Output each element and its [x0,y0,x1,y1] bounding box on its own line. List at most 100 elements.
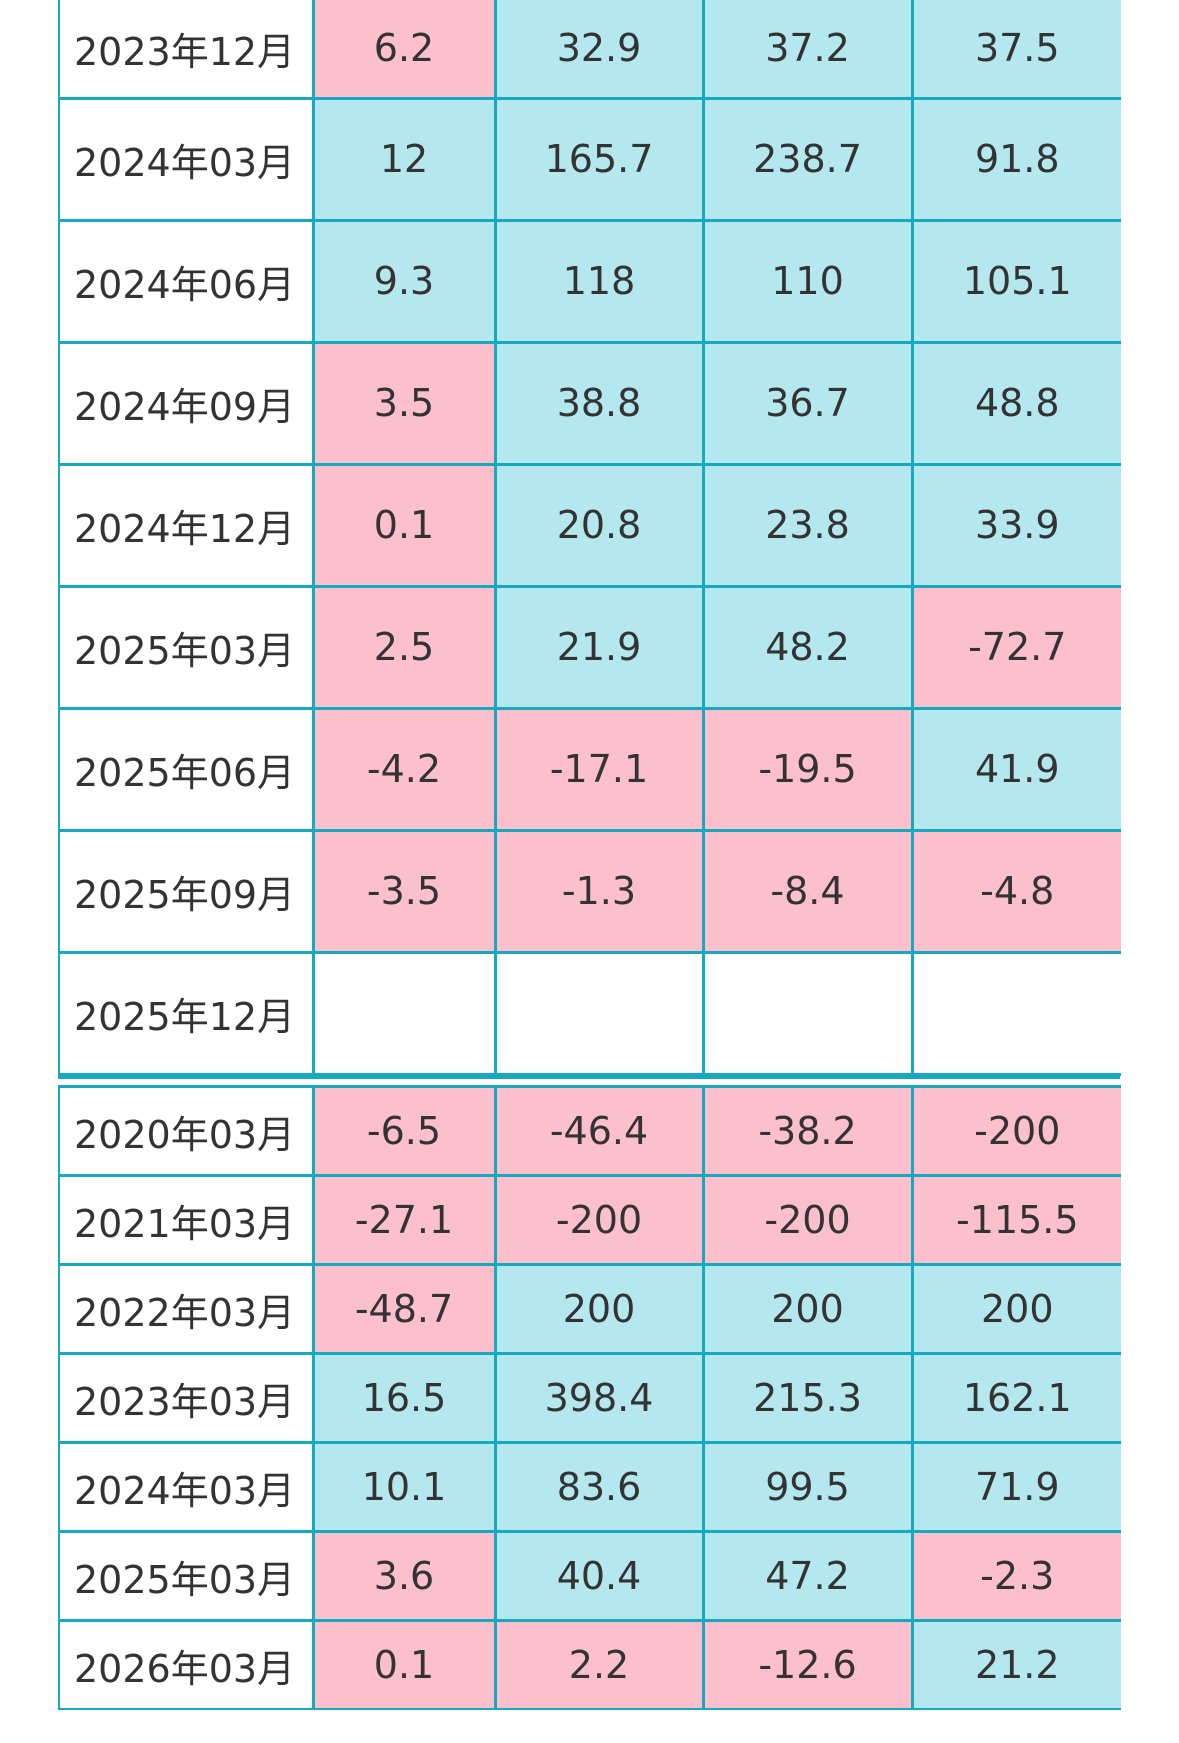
value-cell: -27.1 [311,1174,497,1266]
value-cell: 21.9 [493,584,705,710]
value-cell: 200 [493,1263,705,1355]
annual-growth-table: 2020年03月 -6.5 -46.4 -38.2 -200 2021年03月 -27.1-… [58,1085,1121,1711]
value-cell: 200 [910,1263,1121,1355]
value-cell: -8.4 [701,828,914,954]
value-cell: 118 [493,218,705,344]
quarterly-table-row: 2024年09月 3.5 38.8 36.7 48.8 [58,340,1121,466]
period-cell: 2021年03月 [58,1174,315,1266]
period-cell: 2025年12月 [58,950,315,1076]
page-bottom-space [0,1710,1179,1743]
value-cell: 2.5 [311,584,497,710]
period-cell: 2025年03月 [58,584,315,710]
value-cell: 110 [701,218,914,344]
table-gap [58,1079,1120,1085]
value-cell: -12.6 [701,1619,914,1711]
table-divider [58,1076,1120,1079]
value-cell: -200 [493,1174,705,1266]
quarterly-table-row: 2024年03月 12 165.7 238.7 91.8 [58,96,1121,222]
period-cell: 2020年03月 [58,1085,315,1177]
annual-table-grid: 2020年03月 -6.5 -46.4 -38.2 -200 2021年03月 -27.1-… [58,1085,1121,1711]
value-cell: 3.5 [311,340,497,466]
value-cell: 91.8 [910,96,1121,222]
value-cell: 0.1 [311,1619,497,1711]
value-cell: 41.9 [910,706,1121,832]
value-cell: -115.5 [910,1174,1121,1266]
value-cell: -48.7 [311,1263,497,1355]
period-cell: 2025年06月 [58,706,315,832]
quarterly-table-row: 2025年06月 -4.2 -17.1 -19.5 41.9 [58,706,1121,832]
value-cell: 47.2 [701,1530,914,1622]
value-cell: -4.8 [910,828,1121,954]
value-cell: 238.7 [701,96,914,222]
value-cell: 12 [311,96,497,222]
value-cell [701,950,914,1076]
value-cell: -38.2 [701,1085,914,1177]
value-cell: 37.2 [701,0,914,100]
period-cell: 2023年12月 [58,0,315,100]
annual-table-row: 2024年03月 10.1 83.6 99.5 71.9 [58,1441,1121,1533]
value-cell: 38.8 [493,340,705,466]
period-cell: 2024年03月 [58,1441,315,1533]
annual-table-row: 2025年03月 3.6 40.4 47.2 -2.3 [58,1530,1121,1622]
annual-table-row: 2022年03月 -48.7 200 200 200 [58,1263,1121,1355]
value-cell: 0.1 [311,462,497,588]
quarterly-table-body: 2023年12月 6.2 32.9 37.2 37.5 2024年03月 12 165.7 23… [58,0,1121,1076]
period-cell: 2024年12月 [58,462,315,588]
annual-table-row: 2020年03月 -6.5 -46.4 -38.2 -200 [58,1085,1121,1177]
value-cell: -6.5 [311,1085,497,1177]
quarterly-table-row: 2025年03月 2.5 21.9 48.2 -72.7 [58,584,1121,710]
value-cell: 16.5 [311,1352,497,1444]
quarterly-growth-table: 2023年12月 6.2 32.9 37.2 37.5 2024年03月 12 165.7 23… [58,0,1121,1076]
value-cell: -1.3 [493,828,705,954]
value-cell [910,950,1121,1076]
value-cell: -3.5 [311,828,497,954]
value-cell: 32.9 [493,0,705,100]
period-cell: 2022年03月 [58,1263,315,1355]
value-cell: 2.2 [493,1619,705,1711]
value-cell: 398.4 [493,1352,705,1444]
value-cell: -19.5 [701,706,914,832]
value-cell: 165.7 [493,96,705,222]
period-cell: 2024年09月 [58,340,315,466]
value-cell [493,950,705,1076]
value-cell: 23.8 [701,462,914,588]
quarterly-table-row: 2024年12月 0.1 20.8 23.8 33.9 [58,462,1121,588]
period-cell: 2025年03月 [58,1530,315,1622]
value-cell: 40.4 [493,1530,705,1622]
value-cell: -72.7 [910,584,1121,710]
quarterly-table-row: 2023年12月 6.2 32.9 37.2 37.5 [58,0,1121,100]
period-cell: 2024年06月 [58,218,315,344]
value-cell: 83.6 [493,1441,705,1533]
value-cell: 37.5 [910,0,1121,100]
annual-table-row: 2021年03月 -27.1 -200 -200 -115.5 [58,1174,1121,1266]
period-cell: 2024年03月 [58,96,315,222]
value-cell: 10.1 [311,1441,497,1533]
value-cell: 48.2 [701,584,914,710]
value-cell: -2.3 [910,1530,1121,1622]
value-cell: 71.9 [910,1441,1121,1533]
period-cell: 2026年03月 [58,1619,315,1711]
value-cell [311,950,497,1076]
value-cell: -46.4 [493,1085,705,1177]
quarterly-table-row: 2024年06月 9.3 118 110 105.1 [58,218,1121,344]
value-cell: 215.3 [701,1352,914,1444]
value-cell: 33.9 [910,462,1121,588]
value-cell: 99.5 [701,1441,914,1533]
quarterly-table-row: 2025年09月 -3.5 -1.3 -8.4 -4.8 [58,828,1121,954]
value-cell: 36.7 [701,340,914,466]
value-cell: 48.8 [910,340,1121,466]
period-cell: 2023年03月 [58,1352,315,1444]
value-cell: 20.8 [493,462,705,588]
value-cell: 3.6 [311,1530,497,1622]
value-cell: 21.2 [910,1619,1121,1711]
quarterly-table-row: 2025年12月 [58,950,1121,1076]
value-cell: 9.3 [311,218,497,344]
annual-table-row: 2023年03月 16.5 398.4 215.3 162.1 [58,1352,1121,1444]
value-cell: -200 [910,1085,1121,1177]
value-cell: 105.1 [910,218,1121,344]
annual-table-row: 2026年03月 0.1 2.2 -12.6 21.2 [58,1619,1121,1711]
value-cell: -17.1 [493,706,705,832]
quarterly-table-grid: 2023年12月 6.2 32.9 37.2 37.5 2024年03月 12 165.7 23… [58,0,1121,1076]
value-cell: 162.1 [910,1352,1121,1444]
value-cell: 6.2 [311,0,497,100]
